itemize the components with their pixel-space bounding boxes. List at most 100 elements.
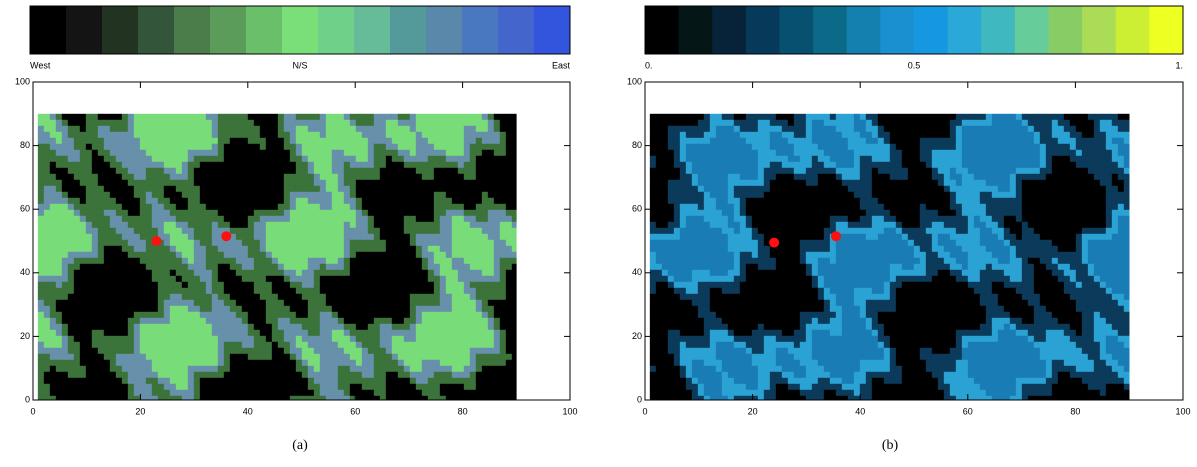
contour-cell [332,150,338,156]
contour-cell [872,138,878,144]
contour-cell [86,258,92,264]
contour-cell [170,204,176,210]
contour-cell [50,174,56,180]
contour-cell [116,210,122,216]
contour-cell [134,126,140,132]
contour-cell [458,294,464,300]
contour-cell [164,300,170,306]
contour-cell [488,288,494,294]
contour-cell [176,312,182,318]
contour-cell [686,144,692,150]
contour-cell [1106,138,1112,144]
contour-cell [104,306,110,312]
contour-cell [932,180,938,186]
contour-cell [236,180,242,186]
contour-cell [380,306,386,312]
contour-cell [650,144,656,150]
contour-cell [242,318,248,324]
contour-cell [260,228,266,234]
contour-cell [398,264,404,270]
contour-cell [368,258,374,264]
contour-cell [290,120,296,126]
contour-cell [230,174,236,180]
contour-cell [494,144,500,150]
contour-cell [212,330,218,336]
contour-cell [242,168,248,174]
contour-cell [824,114,830,120]
contour-cell [356,186,362,192]
contour-cell [236,252,242,258]
contour-cell [404,234,410,240]
contour-cell [248,144,254,150]
contour-cell [284,378,290,384]
contour-cell [206,276,212,282]
contour-cell [302,216,308,222]
contour-cell [992,126,998,132]
contour-cell [752,192,758,198]
contour-cell [410,138,416,144]
contour-cell [728,180,734,186]
contour-cell [1022,186,1028,192]
contour-cell [470,126,476,132]
contour-cell [326,150,332,156]
contour-cell [380,186,386,192]
contour-cell [176,168,182,174]
contour-cell [98,300,104,306]
contour-cell [278,372,284,378]
contour-cell [116,282,122,288]
contour-cell [836,132,842,138]
contour-cell [1064,126,1070,132]
contour-cell [56,348,62,354]
contour-cell [998,132,1004,138]
contour-cell [224,222,230,228]
contour-cell [872,126,878,132]
contour-cell [422,222,428,228]
contour-cell [488,324,494,330]
contour-cell [686,162,692,168]
contour-cell [692,126,698,132]
contour-cell [200,276,206,282]
contour-cell [236,378,242,384]
contour-cell [764,150,770,156]
contour-cell [86,366,92,372]
contour-cell [302,252,308,258]
contour-cell [104,330,110,336]
contour-cell [212,192,218,198]
contour-cell [698,132,704,138]
contour-cell [266,270,272,276]
contour-cell [770,120,776,126]
contour-cell [398,360,404,366]
contour-cell [50,246,56,252]
contour-cell [380,246,386,252]
contour-cell [866,138,872,144]
contour-cell [794,150,800,156]
contour-cell [230,324,236,330]
contour-cell [458,204,464,210]
contour-cell [356,132,362,138]
contour-cell [404,276,410,282]
contour-cell [128,330,134,336]
contour-cell [320,372,326,378]
contour-cell [122,240,128,246]
contour-cell [812,126,818,132]
contour-cell [428,378,434,384]
contour-cell [716,126,722,132]
contour-cell [452,264,458,270]
contour-cell [62,348,68,354]
contour-cell [230,348,236,354]
colorbar-swatch [390,6,427,54]
contour-cell [62,360,68,366]
contour-cell [278,342,284,348]
contour-cell [68,288,74,294]
contour-cell [50,204,56,210]
contour-cell [206,252,212,258]
contour-cell [482,252,488,258]
contour-cell [200,336,206,342]
contour-cell [230,156,236,162]
contour-cell [296,162,302,168]
contour-cell [452,210,458,216]
contour-cell [230,372,236,378]
contour-cell [392,378,398,384]
contour-cell [380,348,386,354]
contour-cell [488,300,494,306]
